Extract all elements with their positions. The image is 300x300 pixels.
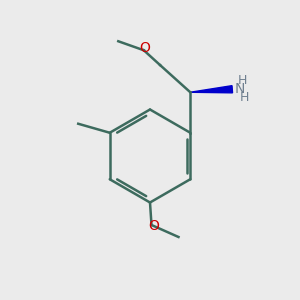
Text: O: O xyxy=(148,219,159,233)
Text: H: H xyxy=(240,91,249,104)
Text: N: N xyxy=(235,82,245,96)
Text: O: O xyxy=(139,41,150,56)
Text: H: H xyxy=(238,74,247,87)
Polygon shape xyxy=(190,86,232,93)
